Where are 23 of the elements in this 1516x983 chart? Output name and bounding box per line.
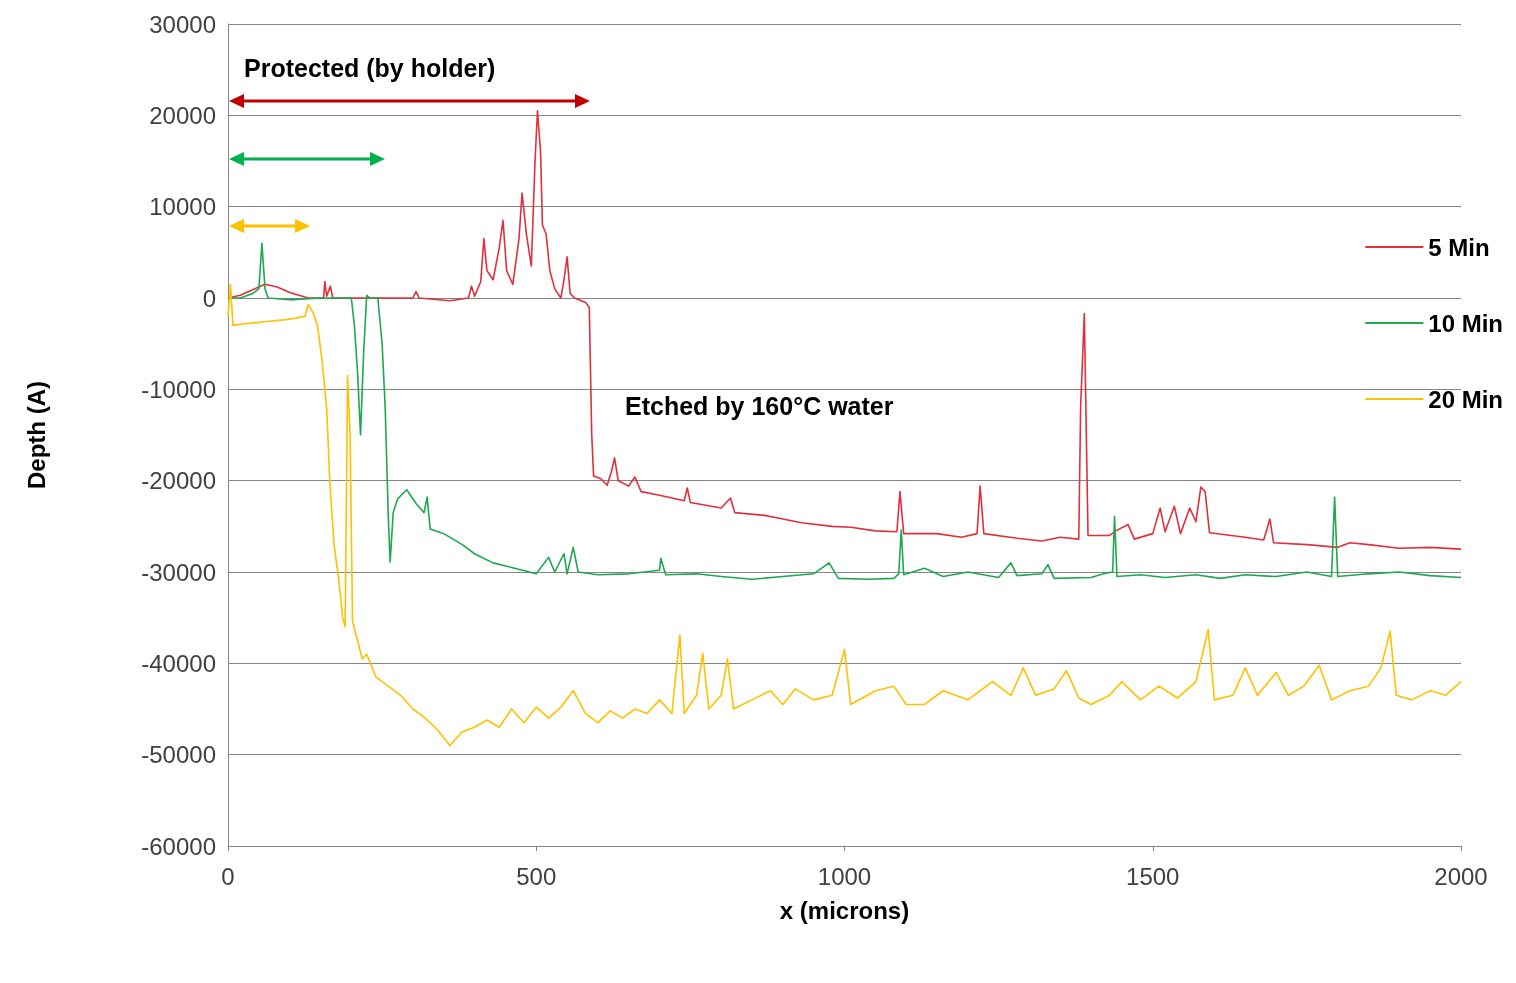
y-tick-label: -60000 [141,832,216,860]
legend-label: 5 Min [1428,233,1490,261]
y-tick-label: -30000 [141,558,216,586]
legend-label: 20 Min [1428,385,1503,413]
x-tick-label: 1000 [817,862,872,890]
y-tick-label: 20000 [149,101,216,129]
y-tick-label: -50000 [141,741,216,769]
y-tick-label: 30000 [149,10,216,38]
line-series [227,283,1462,747]
x-tick-label: 2000 [1434,862,1488,890]
y-tick-label: -40000 [141,649,216,677]
y-tick-label: 10000 [149,193,216,221]
annotation: Etched by 160°C water [625,392,894,420]
x-tick-label: 1500 [1126,862,1180,890]
annotation: Protected (by holder) [244,54,496,82]
x-tick-label: 500 [516,862,557,890]
x-tick-label: 0 [221,862,235,890]
y-axis-title: Depth (A) [22,381,50,489]
legend-label: 10 Min [1428,309,1503,337]
y-tick-label: 0 [202,284,216,312]
x-axis-title: x (microns) [779,896,910,924]
y-tick-label: -10000 [141,375,216,403]
y-tick-label: -20000 [141,467,216,495]
